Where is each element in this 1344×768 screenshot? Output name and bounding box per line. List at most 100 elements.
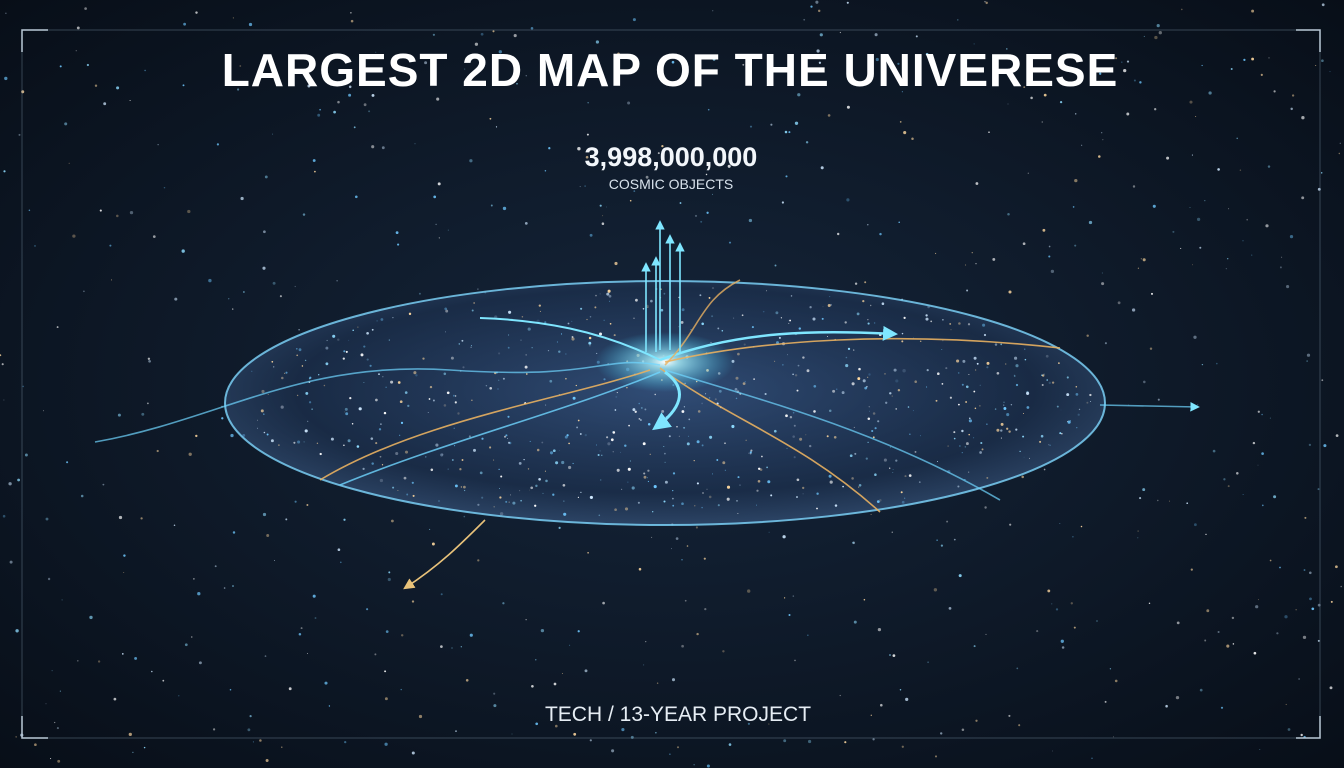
star <box>609 322 612 325</box>
star <box>17 478 20 482</box>
star <box>589 495 593 499</box>
star <box>1088 220 1093 225</box>
star <box>195 434 198 438</box>
star <box>694 214 698 217</box>
star <box>1014 356 1018 360</box>
star <box>527 468 530 470</box>
star <box>64 122 68 126</box>
star <box>669 753 671 755</box>
star <box>770 494 773 497</box>
star <box>493 704 497 708</box>
star <box>317 113 321 117</box>
star <box>362 467 365 471</box>
star <box>513 34 517 38</box>
star <box>278 444 280 446</box>
star <box>613 334 616 337</box>
star <box>585 155 589 159</box>
star <box>492 30 495 33</box>
star <box>1140 258 1143 260</box>
star <box>782 535 786 539</box>
star <box>505 500 508 503</box>
star <box>300 627 303 630</box>
star <box>577 630 580 633</box>
star <box>1320 172 1323 174</box>
star <box>575 384 577 387</box>
star <box>617 52 620 56</box>
star <box>672 497 674 500</box>
star <box>318 374 320 376</box>
star <box>444 331 447 333</box>
star <box>404 391 408 394</box>
star <box>94 84 98 87</box>
star <box>443 372 447 376</box>
star <box>239 65 242 67</box>
star <box>1137 530 1139 532</box>
star <box>787 354 789 356</box>
star <box>737 352 740 356</box>
star <box>266 534 270 537</box>
star <box>57 759 61 763</box>
star <box>183 22 186 26</box>
star <box>143 746 146 749</box>
star <box>958 574 962 578</box>
star <box>1286 285 1290 289</box>
star <box>697 410 701 413</box>
star <box>565 377 567 380</box>
star <box>304 359 307 362</box>
star <box>695 526 698 529</box>
star <box>646 477 649 479</box>
star <box>1115 57 1118 60</box>
star <box>1121 61 1123 63</box>
star <box>232 585 234 587</box>
star <box>544 170 547 172</box>
star <box>103 102 107 106</box>
star <box>1223 478 1226 481</box>
star <box>602 601 605 605</box>
star <box>3 399 5 401</box>
star <box>187 209 191 214</box>
star <box>1193 335 1197 339</box>
star <box>601 720 603 722</box>
star <box>454 395 457 397</box>
star <box>595 40 600 44</box>
star <box>616 468 620 472</box>
star <box>507 437 509 439</box>
star <box>895 408 898 410</box>
star <box>463 485 466 489</box>
star <box>959 445 961 447</box>
star <box>489 117 492 120</box>
star <box>251 370 253 372</box>
star <box>51 670 53 672</box>
star <box>400 634 404 637</box>
star <box>722 461 726 465</box>
star <box>132 751 134 754</box>
star <box>681 502 684 506</box>
star <box>753 378 755 380</box>
star <box>946 520 949 523</box>
star <box>21 90 25 94</box>
star <box>56 326 59 329</box>
star <box>535 722 539 726</box>
star <box>295 347 298 350</box>
star <box>461 339 464 342</box>
star <box>252 741 254 743</box>
star <box>446 391 450 395</box>
star <box>655 732 657 734</box>
star <box>979 405 981 407</box>
star <box>881 302 885 305</box>
star <box>672 504 675 507</box>
star <box>535 659 537 661</box>
star <box>520 339 522 341</box>
star <box>1231 616 1235 620</box>
star <box>930 320 933 323</box>
star <box>901 332 904 335</box>
star <box>349 396 352 400</box>
star <box>307 420 309 422</box>
star <box>914 450 917 453</box>
star <box>788 131 791 134</box>
star <box>724 442 726 445</box>
star <box>304 429 308 433</box>
star <box>965 401 967 403</box>
star <box>969 417 971 420</box>
